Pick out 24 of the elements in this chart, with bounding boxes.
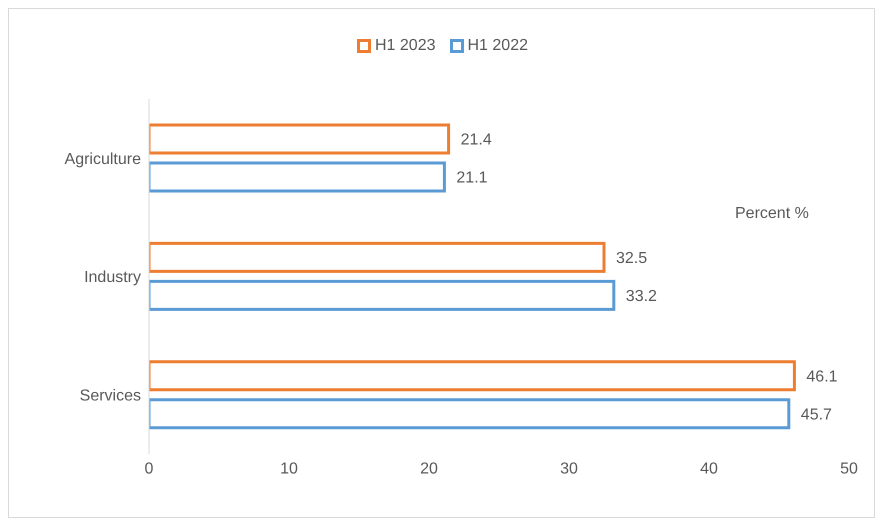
x-tick-label: 10 bbox=[280, 460, 298, 478]
bar bbox=[149, 242, 606, 273]
bar bbox=[149, 124, 450, 155]
data-label: 45.7 bbox=[800, 406, 832, 424]
x-tick-label: 40 bbox=[700, 460, 718, 478]
data-label: 46.1 bbox=[806, 368, 838, 386]
x-tick-label: 50 bbox=[840, 460, 858, 478]
y-tick-label: Industry bbox=[84, 269, 141, 286]
data-label: 33.2 bbox=[626, 288, 658, 306]
data-label: 21.4 bbox=[460, 132, 492, 149]
data-label: 21.1 bbox=[456, 170, 488, 187]
y-tick-label: Agriculture bbox=[64, 150, 142, 168]
legend-label: H1 2022 bbox=[468, 37, 528, 55]
bar bbox=[149, 280, 616, 311]
y-tick-label: Services bbox=[80, 388, 141, 405]
legend-label: H1 2023 bbox=[375, 37, 436, 55]
annotation: Percent % bbox=[735, 205, 809, 223]
x-tick-label: 0 bbox=[144, 460, 154, 478]
x-tick-label: 30 bbox=[560, 460, 578, 478]
bar bbox=[149, 360, 796, 392]
bar bbox=[149, 162, 446, 193]
data-label: 32.5 bbox=[616, 250, 648, 268]
x-tick-label: 20 bbox=[420, 460, 438, 478]
bar bbox=[149, 398, 790, 430]
